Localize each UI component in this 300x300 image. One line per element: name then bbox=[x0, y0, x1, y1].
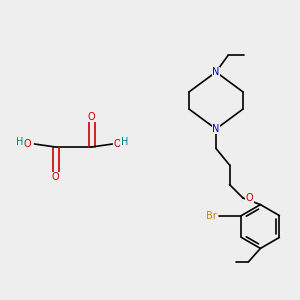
Text: O: O bbox=[245, 193, 253, 203]
Text: Br: Br bbox=[206, 211, 217, 220]
Text: O: O bbox=[113, 139, 121, 149]
Text: O: O bbox=[52, 172, 59, 182]
Text: H: H bbox=[121, 136, 128, 147]
Text: N: N bbox=[212, 67, 220, 77]
Text: O: O bbox=[23, 139, 31, 149]
Text: H: H bbox=[16, 136, 23, 147]
Text: N: N bbox=[212, 124, 220, 134]
Text: O: O bbox=[88, 112, 95, 122]
